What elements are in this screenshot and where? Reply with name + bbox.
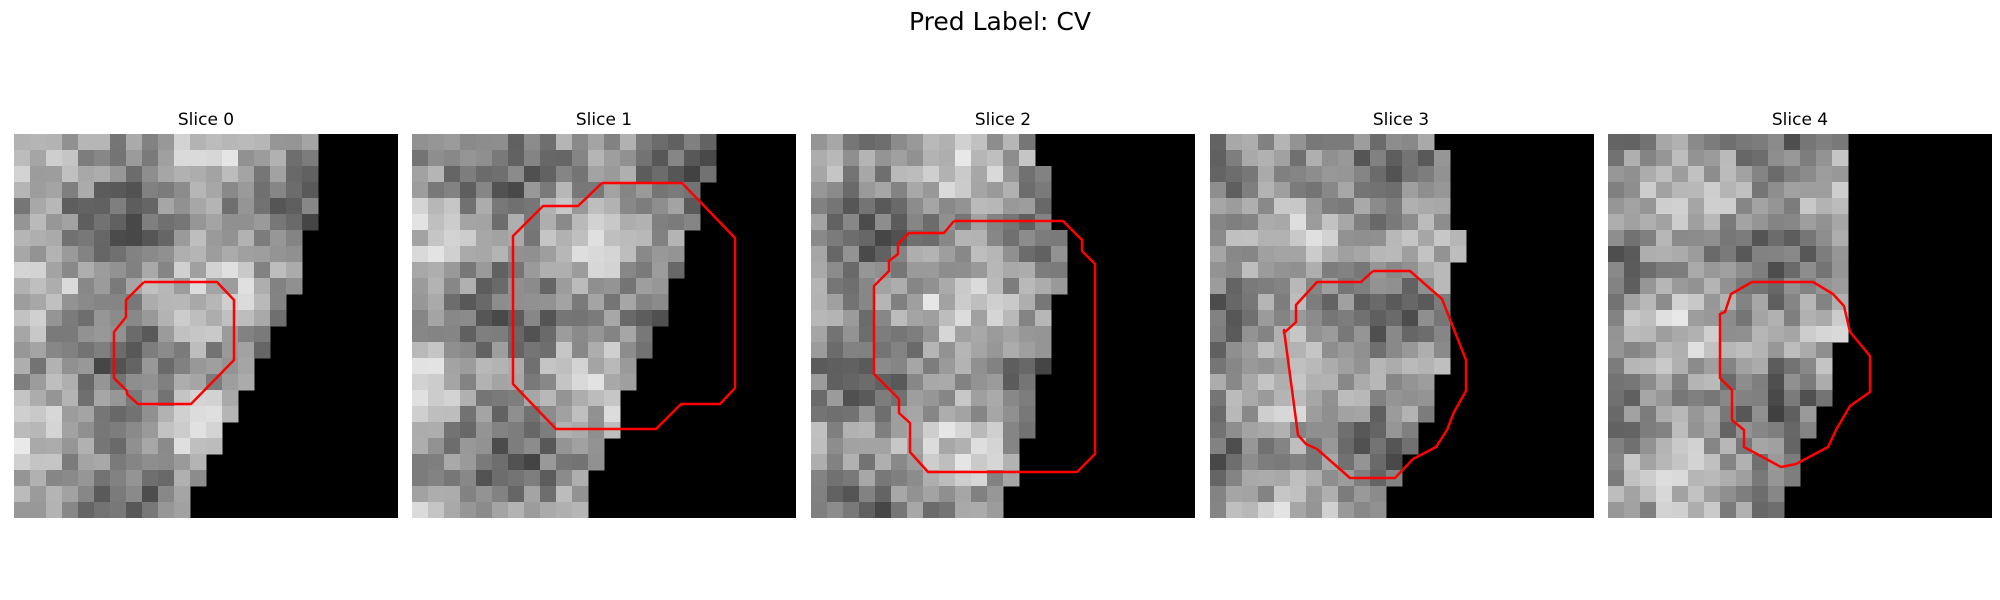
slice-1-contour [511, 181, 737, 431]
figure-title: Pred Label: CV [909, 7, 1091, 36]
slice-0-contour [112, 280, 236, 406]
slice-2-title: Slice 2 [974, 110, 1032, 130]
slice-0-image [14, 134, 398, 518]
slice-4-title: Slice 4 [1771, 110, 1829, 130]
slice-4-mri-pixels [1608, 134, 1992, 518]
slice-3-mri-pixels [1210, 134, 1594, 518]
slice-3-image [1210, 134, 1594, 518]
slice-1-mri-pixels [412, 134, 796, 518]
slice-0-mri-pixels [14, 134, 398, 518]
slice-2-image [811, 134, 1195, 518]
slice-2-contour [872, 219, 1097, 474]
slice-2-mri-pixels [811, 134, 1195, 518]
slice-4-contour [1718, 280, 1872, 469]
slice-1-image [412, 134, 796, 518]
slice-3-contour [1282, 269, 1468, 480]
slice-1-title: Slice 1 [575, 110, 633, 130]
slice-0-title: Slice 0 [177, 110, 235, 130]
slice-4-image [1608, 134, 1992, 518]
slice-3-title: Slice 3 [1372, 110, 1430, 130]
